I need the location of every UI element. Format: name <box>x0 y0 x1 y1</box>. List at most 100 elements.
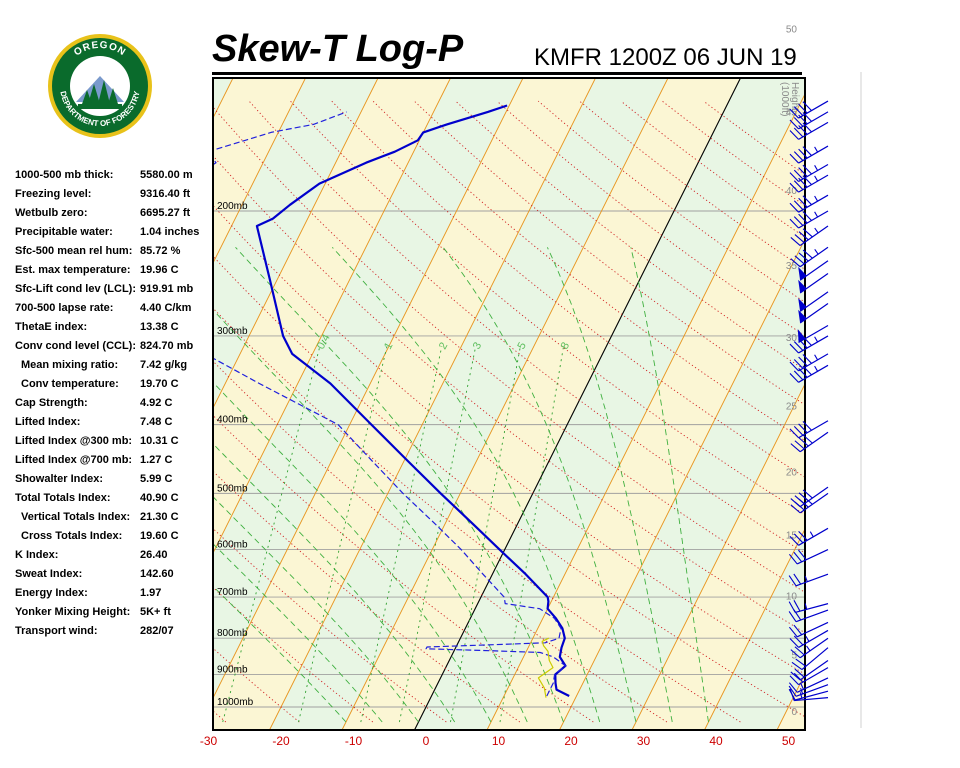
wind-barb-flag <box>798 197 808 208</box>
stat-row: Energy Index: 1.97 <box>15 587 220 606</box>
isotherm-line <box>341 78 669 730</box>
wind-barb-flag <box>798 167 808 177</box>
wind-barb-flag <box>789 373 799 383</box>
wind-barb-pennant <box>798 309 807 323</box>
stat-row: Lifted Index @700 mb: 1.27 C <box>15 454 220 473</box>
stat-row: 700-500 lapse rate: 4.40 C/km <box>15 302 220 321</box>
wind-barb-flag <box>794 440 805 450</box>
wind-barb <box>789 210 829 229</box>
wind-barb <box>789 527 829 546</box>
wind-barb-flag <box>794 234 805 244</box>
stat-value: 40.90 C <box>140 492 179 504</box>
stat-value: 26.40 <box>140 549 168 561</box>
stat-value: 5580.00 m <box>140 169 193 181</box>
wind-barb-staff <box>798 210 829 229</box>
wind-barb-staff <box>798 174 829 193</box>
mixing-ratio-label: 8 <box>559 340 572 351</box>
wind-barb-half-flag <box>814 165 819 171</box>
background-stripe <box>213 78 233 118</box>
stat-label: Freezing level: <box>15 188 92 200</box>
stat-label: Cross Totals Index: <box>21 530 123 542</box>
height-tick-label: 40 <box>786 186 798 197</box>
temperature-profile <box>255 104 570 697</box>
stat-value: 10.31 C <box>140 435 179 447</box>
isotherm-line <box>213 78 451 555</box>
isotherm-line <box>559 237 805 730</box>
wind-barb-staff <box>798 194 829 213</box>
wind-barb-flag <box>793 106 804 116</box>
stat-label: Wetbulb zero: <box>15 207 88 219</box>
wind-barb-half-flag <box>814 175 819 182</box>
wind-barb-flag <box>793 200 804 211</box>
moist-adiabat <box>630 247 709 723</box>
mixing-ratio-line <box>398 345 477 723</box>
wind-barb-staff <box>798 364 829 383</box>
moist-adiabat <box>235 246 564 723</box>
stat-value: 7.42 g/kg <box>140 359 188 371</box>
wind-barb-flag <box>790 504 801 514</box>
moist-adiabat <box>331 246 601 723</box>
stat-value: 4.40 C/km <box>140 302 192 314</box>
oregon-forestry-logo: OREGON DEPARTMENT OF FORESTRY <box>48 34 152 138</box>
mixing-ratio-label: 3 <box>471 340 484 351</box>
temperature-tick-label: 10 <box>492 734 506 748</box>
wind-barb-half-flag <box>814 227 819 234</box>
moist-adiabat <box>213 496 419 723</box>
pressure-label: 500mb <box>217 483 248 494</box>
height-tick-label: 5 <box>791 650 797 661</box>
height-tick-label: 15 <box>786 531 798 542</box>
wind-barb <box>791 647 829 671</box>
wind-barb-flag <box>802 434 813 444</box>
stat-label: Lifted Index @700 mb: <box>15 454 133 466</box>
wind-barb-flag <box>798 549 807 561</box>
wind-barb <box>798 273 829 294</box>
wind-barb-flag <box>788 626 798 638</box>
wind-barb-flag <box>793 573 802 585</box>
moist-adiabat <box>442 247 637 723</box>
wind-barb-half-flag <box>814 336 819 343</box>
chart-title: Skew-T Log-P <box>212 28 464 70</box>
wind-barb-flag <box>798 252 809 262</box>
wind-barb-flag <box>802 101 812 111</box>
wind-barb <box>789 420 829 439</box>
stat-value: 282/07 <box>140 625 174 637</box>
height-tick-label: 10 <box>786 592 798 603</box>
stat-label: Conv cond level (CCL): <box>15 340 137 352</box>
wind-barb-flag <box>788 601 796 613</box>
station-time: KMFR 1200Z 06 JUN 19 <box>534 44 797 71</box>
stat-row: Lifted Index @300 mb: 10.31 C <box>15 435 220 454</box>
wind-barb <box>789 174 829 193</box>
wind-barb-flag <box>793 672 804 683</box>
wind-barb-flag <box>798 125 808 135</box>
wind-barb <box>788 688 829 701</box>
height-tick-label: 25 <box>786 402 798 413</box>
height-tick-label: 0 <box>791 707 797 718</box>
wind-barb-half-flag <box>814 195 819 202</box>
wind-barb <box>797 324 829 344</box>
mixing-ratio-label: 5 <box>515 340 528 351</box>
wind-barb-staff <box>798 629 829 648</box>
pressure-label: 700mb <box>217 587 248 598</box>
isotherm-line <box>213 78 234 120</box>
wind-barb-staff <box>795 603 829 613</box>
stat-row: Conv cond level (CCL): 824.70 mb <box>15 340 220 359</box>
stat-value: 1.27 C <box>140 454 173 466</box>
height-axis-title: (1000ft) <box>779 82 790 116</box>
wind-barb-staff <box>795 690 829 701</box>
stat-row: Cap Strength: 4.92 C <box>15 397 220 416</box>
moist-adiabat <box>213 543 383 723</box>
height-axis-title: Height <box>789 82 800 111</box>
wind-barb-staff <box>801 647 829 671</box>
isotherm-line <box>704 527 805 730</box>
wind-barb-staff <box>798 353 829 372</box>
isotherm-line <box>0 78 16 730</box>
wind-barb-staff <box>799 486 829 508</box>
isotherm-line <box>0 78 161 730</box>
wind-barb-flag <box>793 151 804 161</box>
stat-value: 4.92 C <box>140 397 173 409</box>
plot-frame <box>212 77 806 731</box>
wind-barb <box>788 549 829 565</box>
wind-barb-flag <box>802 249 813 259</box>
wind-barb-flag <box>793 180 804 190</box>
stat-value: 142.60 <box>140 568 174 580</box>
